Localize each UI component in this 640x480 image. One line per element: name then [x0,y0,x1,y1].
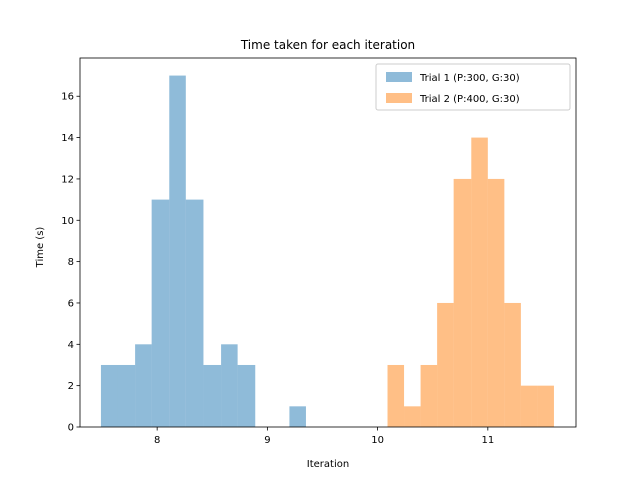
series-2-bar-8 [504,302,521,427]
y-tick-label: 12 [61,174,74,185]
y-tick-label: 16 [61,92,74,103]
series-2-bar-4 [437,302,454,427]
series-1-bar-7 [203,364,222,427]
series-2-bar-5 [453,178,472,427]
series-2-bar-6 [471,137,488,427]
legend-swatch-1 [386,72,412,82]
series-1-bar-3 [135,344,152,427]
series-2-bar-10 [537,385,554,427]
y-tick-label: 2 [68,381,74,392]
legend: Trial 1 (P:300, G:30) Trial 2 (P:400, G:3… [375,63,571,111]
x-tick-label: 9 [264,435,270,446]
legend-swatch-2 [386,93,412,103]
y-tick-label: 0 [68,423,74,434]
series-2-bar-1 [387,364,405,427]
series-1-bar-6 [185,199,204,427]
series-1-bar-10 [289,406,306,427]
series-1-bar-1 [100,364,118,427]
plot-area: 8 9 10 11 0 2 4 6 8 10 12 14 16 [61,57,577,446]
series-1-bar-2 [117,364,136,427]
plot-frame [79,57,577,428]
y-tick-label: 10 [61,216,74,227]
series-2-bar-3 [420,364,438,427]
y-tick-label: 14 [61,133,74,144]
x-axis-label: Iteration [307,459,349,470]
series-1-bar-9 [237,364,256,427]
chart-title: Time taken for each iteration [240,38,415,52]
y-tick-label: 8 [68,257,74,268]
series-2-bar-2 [404,406,421,427]
series-1-bar-8 [221,344,238,427]
y-tick-label: 4 [68,340,74,351]
series-1-bar-4 [151,199,170,427]
x-tick-label: 11 [481,435,494,446]
legend-label-2: Trial 2 (P:400, G:30) [419,94,520,105]
series-1-bar-5 [169,75,186,428]
legend-label-1: Trial 1 (P:300, G:30) [419,73,520,84]
y-axis-label: Time (s) [35,227,46,269]
x-tick-label: 10 [371,435,384,446]
x-tick-label: 8 [154,435,160,446]
y-tick-label: 6 [68,298,74,309]
legend-box [375,63,571,111]
series-2-bar-7 [487,178,505,427]
series-2-bar-9 [520,385,538,427]
